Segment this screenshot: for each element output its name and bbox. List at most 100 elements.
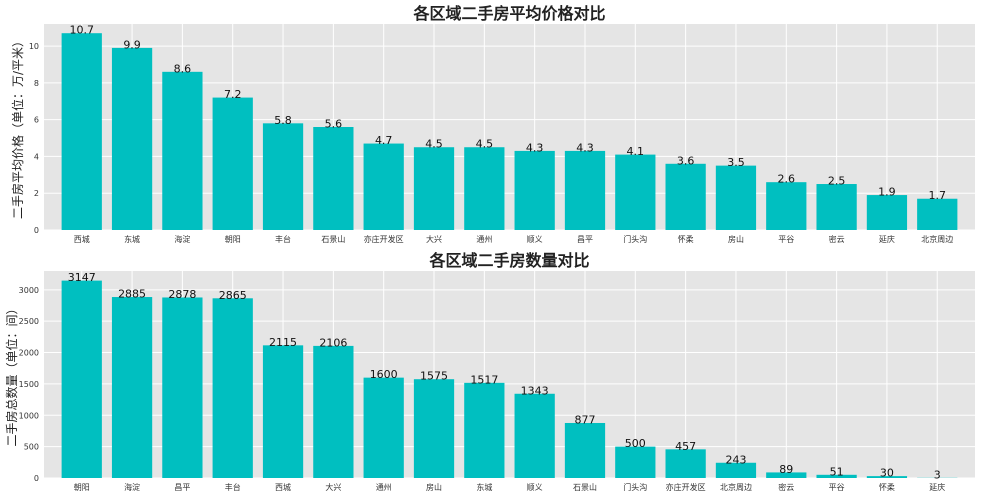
- bar: [61, 280, 102, 478]
- bar: [665, 163, 706, 230]
- x-tick-label: 门头沟: [623, 482, 647, 492]
- x-tick-label: 密云: [778, 482, 794, 492]
- data-label: 8.6: [174, 62, 192, 75]
- data-label: 4.5: [425, 138, 443, 151]
- x-tick-label: 东城: [476, 482, 492, 492]
- x-tick-label: 顺义: [527, 483, 543, 492]
- y-tick-label: 0: [34, 474, 39, 483]
- data-label: 3147: [68, 271, 96, 284]
- bar: [816, 474, 857, 478]
- data-label: 89: [779, 463, 793, 476]
- data-label: 10.7: [69, 24, 94, 37]
- bar: [615, 154, 656, 230]
- x-tick-label: 昌平: [577, 235, 593, 244]
- data-label: 5.8: [274, 114, 292, 127]
- chart-2: 0 500 1000 1500 2000 2500 3000 3147 朝阳 2885 海淀 2878…: [4, 251, 975, 492]
- x-tick-label: 丰台: [225, 482, 241, 492]
- data-label: 3.5: [727, 156, 745, 169]
- bar: [464, 147, 505, 230]
- x-tick-label: 大兴: [426, 234, 442, 244]
- x-tick-label: 西城: [275, 483, 291, 492]
- bar: [413, 147, 455, 230]
- bar: [766, 472, 807, 478]
- data-label: 2115: [269, 336, 297, 349]
- data-label: 4.3: [576, 141, 594, 154]
- bar: [564, 150, 606, 230]
- bar: [262, 123, 304, 230]
- bar: [313, 345, 354, 478]
- data-label: 7.2: [224, 88, 242, 101]
- x-tick-label: 房山: [728, 234, 744, 244]
- y-tick-label: 0: [34, 226, 39, 235]
- data-label: 4.7: [375, 134, 393, 147]
- data-label: 2878: [168, 288, 196, 301]
- data-label: 2.5: [828, 175, 846, 188]
- chart-title: 各区域二手房平均价格对比: [412, 4, 605, 23]
- x-tick-label: 房山: [426, 482, 442, 492]
- y-axis-label: 二手房平均价格（单位：万/平米）: [10, 35, 25, 219]
- bar: [162, 71, 203, 230]
- bar: [363, 377, 404, 478]
- data-label: 1343: [521, 384, 549, 397]
- x-tick-label: 昌平: [174, 483, 190, 492]
- bar: [917, 198, 958, 230]
- bar: [665, 449, 706, 478]
- x-tick-label: 门头沟: [623, 234, 647, 244]
- y-tick-label: 4: [34, 152, 39, 161]
- x-tick-label: 北京周边: [921, 234, 953, 244]
- data-label: 500: [625, 437, 646, 450]
- x-tick-label: 延庆: [929, 482, 945, 492]
- y-tick-label: 500: [24, 443, 39, 452]
- data-label: 1.7: [929, 189, 947, 202]
- x-tick-label: 亦庄开发区: [364, 234, 404, 244]
- x-tick-label: 密云: [829, 234, 845, 244]
- bar: [464, 382, 505, 478]
- x-tick-label: 平谷: [829, 483, 845, 492]
- bar: [111, 297, 153, 478]
- bar: [564, 422, 606, 478]
- data-label: 1.9: [878, 186, 896, 199]
- y-tick-label: 1000: [19, 411, 39, 420]
- x-tick-label: 丰台: [275, 234, 291, 244]
- chart-1: 0 2 4 6 8 10 10.7 西城 9.9 东城 8.6 海淀 7.2 朝阳 5.8 丰台 5.6 石景山 4…: [10, 4, 975, 244]
- x-tick-label: 海淀: [174, 234, 190, 244]
- data-label: 2.6: [778, 173, 796, 186]
- x-tick-label: 石景山: [321, 234, 345, 244]
- y-tick-label: 1500: [19, 380, 39, 389]
- data-label: 1575: [420, 370, 448, 383]
- y-tick-label: 2: [34, 189, 39, 198]
- bar: [61, 33, 102, 231]
- bar: [363, 143, 404, 230]
- x-tick-label: 西城: [74, 235, 90, 244]
- bar: [111, 47, 153, 231]
- x-tick-label: 东城: [124, 234, 140, 244]
- data-label: 457: [675, 440, 696, 453]
- x-tick-label: 通州: [476, 234, 492, 244]
- x-tick-label: 延庆: [879, 234, 895, 244]
- data-label: 243: [725, 453, 746, 466]
- data-label: 3.6: [677, 154, 695, 167]
- bar: [766, 182, 807, 230]
- x-tick-label: 朝阳: [225, 235, 241, 244]
- y-tick-label: 2000: [19, 349, 39, 358]
- y-tick-label: 6: [34, 116, 39, 125]
- x-tick-label: 大兴: [325, 482, 341, 492]
- x-tick-label: 顺义: [527, 235, 543, 244]
- y-tick-label: 8: [34, 79, 39, 88]
- chart-title: 各区域二手房数量对比: [428, 251, 589, 270]
- x-tick-label: 北京周边: [720, 482, 752, 492]
- x-tick-label: 海淀: [124, 482, 140, 492]
- data-label: 1517: [470, 373, 498, 386]
- x-tick-label: 石景山: [573, 482, 597, 492]
- x-tick-label: 通州: [376, 482, 392, 492]
- data-label: 2865: [219, 289, 247, 302]
- data-label: 2106: [319, 336, 347, 349]
- bar: [212, 97, 253, 230]
- data-label: 51: [830, 465, 844, 478]
- bar: [162, 297, 203, 478]
- bar: [514, 393, 555, 478]
- bar: [816, 184, 857, 230]
- data-label: 877: [574, 413, 595, 426]
